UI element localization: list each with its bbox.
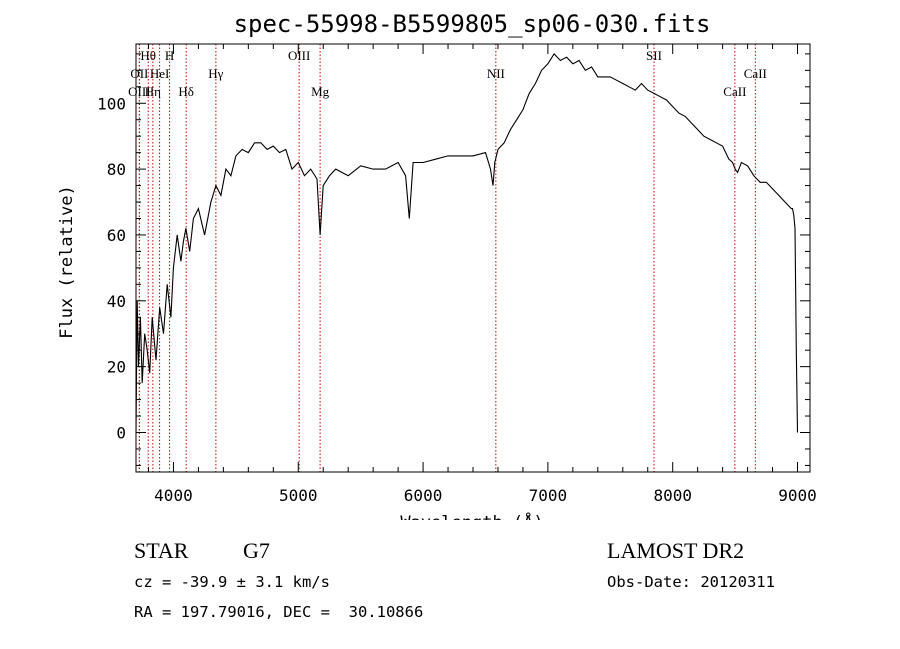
marker-label: Hθ [140,48,156,63]
marker-label: NII [487,66,505,81]
coordinates: RA = 197.79016, DEC = 30.10866 [134,603,424,621]
marker-label: Hη [145,84,161,99]
x-axis-label: Wavelength (Å) [400,511,543,520]
survey-name: LAMOST DR2 [607,538,745,563]
y-tick-label: 100 [97,94,126,113]
marker-label: CaII [744,66,767,81]
marker-label: H [165,48,174,63]
plot-frame [135,43,811,473]
marker-label: OIII [288,48,310,63]
marker-label: Mg [311,84,330,99]
spectrum-line [135,53,799,433]
marker-label: Hγ [208,66,223,81]
radial-velocity: cz = -39.9 ± 3.1 km/s [134,573,330,591]
x-tick-label: 8000 [653,486,692,505]
x-tick-label: 9000 [778,486,817,505]
chart-title: spec-55998-B5599805_sp06-030.fits [234,10,711,38]
y-tick-label: 20 [107,358,126,377]
x-axis: 4000 5000 6000 7000 8000 9000 [147,44,817,505]
y-tick-label: 0 [116,423,126,442]
y-axis-label: Flux (relative) [57,185,77,339]
x-tick-label: 4000 [154,486,193,505]
object-class: STAR [134,538,189,563]
observation-date: Obs-Date: 20120311 [607,573,775,591]
x-tick-label: 5000 [279,486,318,505]
marker-label: OIII [128,84,150,99]
x-tick-label: 7000 [529,486,568,505]
x-tick-label: 6000 [404,486,443,505]
y-axis: 0 20 40 60 80 100 [97,53,810,466]
y-tick-label: 40 [107,292,126,311]
y-tick-label: 60 [107,226,126,245]
object-subclass: G7 [243,538,270,563]
marker-label: SII [646,48,662,63]
marker-label: CaII [723,84,746,99]
marker-label: HeI [150,66,170,81]
y-tick-label: 80 [107,160,126,179]
marker-label: Hδ [178,84,194,99]
